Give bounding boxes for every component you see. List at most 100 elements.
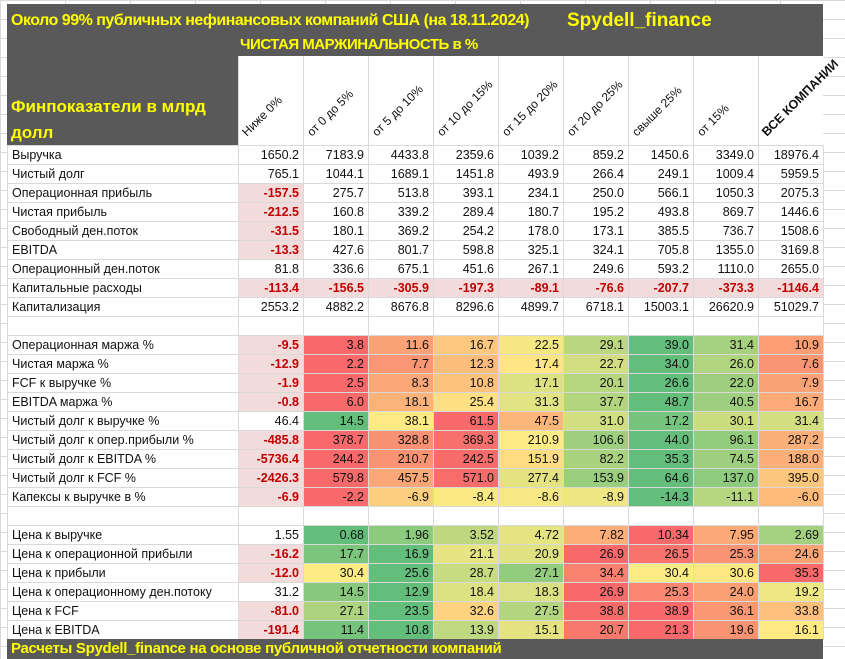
value-cell: 30.4 xyxy=(628,563,694,583)
row-label: Чистый долг к опер.прибыли % xyxy=(7,430,239,450)
value-cell: -373.3 xyxy=(693,278,759,298)
table-row: Цена к FCF -81.0 27.1 23.5 32.6 27.5 38.8 38.9 3… xyxy=(7,601,824,621)
row-label: Цена к EBITDA xyxy=(7,620,239,640)
value-cell: 8296.6 xyxy=(433,297,499,317)
value-cell: 869.7 xyxy=(693,202,759,222)
row-label-header-text: Финпоказатели в млрд долл xyxy=(11,97,206,142)
column-header: ВСЕ КОМПАНИИ xyxy=(758,56,841,145)
column-header-label: свыше 25% xyxy=(629,83,685,139)
value-cell: -12.9 xyxy=(238,354,304,374)
row-label: Чистая маржа % xyxy=(7,354,239,374)
value-cell: 178.0 xyxy=(498,221,564,241)
value-cell: 31.2 xyxy=(238,582,304,602)
value-cell: 39.0 xyxy=(628,335,694,355)
row-label: FCF к выручке % xyxy=(7,373,239,393)
value-cell: 47.5 xyxy=(498,411,564,431)
value-cell: 765.1 xyxy=(238,164,304,184)
value-cell: 1.55 xyxy=(238,525,304,545)
value-cell: 180.1 xyxy=(303,221,369,241)
spacer-cell xyxy=(563,506,629,526)
value-cell: 188.0 xyxy=(758,449,824,469)
value-cell: -13.3 xyxy=(238,240,304,260)
value-cell: 571.0 xyxy=(433,468,499,488)
row-label: Операционная маржа % xyxy=(7,335,239,355)
row-label: Операционный ден.поток xyxy=(7,259,239,279)
table-row: Капексы к выручке в % -6.9 -2.2 -6.9 -8.4 -8.… xyxy=(7,487,824,507)
value-cell: 36.1 xyxy=(693,601,759,621)
value-cell: 82.2 xyxy=(563,449,629,469)
value-cell: 30.1 xyxy=(693,411,759,431)
value-cell: 18.1 xyxy=(368,392,434,412)
value-cell: 7.95 xyxy=(693,525,759,545)
value-cell: 38.9 xyxy=(628,601,694,621)
value-cell: 0.68 xyxy=(303,525,369,545)
value-cell: 8676.8 xyxy=(368,297,434,317)
value-cell: -191.4 xyxy=(238,620,304,640)
value-cell: 493.9 xyxy=(498,164,564,184)
value-cell: 513.8 xyxy=(368,183,434,203)
value-cell: 675.1 xyxy=(368,259,434,279)
spacer-cell xyxy=(433,506,499,526)
row-label: Капексы к выручке в % xyxy=(7,487,239,507)
value-cell: 29.1 xyxy=(563,335,629,355)
spacer-cell xyxy=(693,316,759,336)
value-cell: 14.5 xyxy=(303,582,369,602)
column-header-label: Ниже 0% xyxy=(239,93,285,139)
value-cell: 325.1 xyxy=(498,240,564,260)
value-cell: 96.1 xyxy=(693,430,759,450)
value-cell: -16.2 xyxy=(238,544,304,564)
value-cell: 21.3 xyxy=(628,620,694,640)
value-cell: -2426.3 xyxy=(238,468,304,488)
row-label: Цена к прибыли xyxy=(7,563,239,583)
value-cell: 1689.1 xyxy=(368,164,434,184)
value-cell: 457.5 xyxy=(368,468,434,488)
value-cell: 8.3 xyxy=(368,373,434,393)
value-cell: 1044.1 xyxy=(303,164,369,184)
value-cell: 289.4 xyxy=(433,202,499,222)
page-title: Около 99% публичных нефинансовых компани… xyxy=(11,12,529,29)
value-cell: -1146.4 xyxy=(758,278,824,298)
table-row: Выручка 1650.2 7183.9 4433.8 2359.6 1039.2 859… xyxy=(7,145,824,165)
value-cell: 17.4 xyxy=(498,354,564,374)
value-cell: 24.0 xyxy=(693,582,759,602)
value-cell: 40.5 xyxy=(693,392,759,412)
spacer-cell xyxy=(498,506,564,526)
value-cell: 38.1 xyxy=(368,411,434,431)
value-cell: 16.7 xyxy=(433,335,499,355)
value-cell: 2.69 xyxy=(758,525,824,545)
row-label: Цена к выручке xyxy=(7,525,239,545)
value-cell: 1451.8 xyxy=(433,164,499,184)
row-label: Чистая прибыль xyxy=(7,202,239,222)
value-cell: 18.3 xyxy=(498,582,564,602)
value-cell: 26.6 xyxy=(628,373,694,393)
value-cell: -157.5 xyxy=(238,183,304,203)
value-cell: 25.6 xyxy=(368,563,434,583)
footer-note: Расчеты Spydell_finance на основе публич… xyxy=(11,640,502,657)
value-cell: 44.0 xyxy=(628,430,694,450)
value-cell: 393.1 xyxy=(433,183,499,203)
row-label: Чистый долг к FCF % xyxy=(7,468,239,488)
column-header-label: от 10 до 15% xyxy=(434,77,496,139)
value-cell: -113.4 xyxy=(238,278,304,298)
value-cell: 859.2 xyxy=(563,145,629,165)
row-label: Капитализация xyxy=(7,297,239,317)
value-cell: 17.7 xyxy=(303,544,369,564)
value-cell: 10.8 xyxy=(433,373,499,393)
value-cell: 22.0 xyxy=(693,373,759,393)
value-cell: 14.5 xyxy=(303,411,369,431)
spacer-cell xyxy=(758,316,824,336)
value-cell: 339.2 xyxy=(368,202,434,222)
value-cell: 26.0 xyxy=(693,354,759,374)
value-cell: 137.0 xyxy=(693,468,759,488)
value-cell: 22.7 xyxy=(563,354,629,374)
value-cell: 395.0 xyxy=(758,468,824,488)
value-cell: 18.4 xyxy=(433,582,499,602)
value-cell: 31.0 xyxy=(563,411,629,431)
spacer-cell xyxy=(7,506,239,526)
value-cell: 6.0 xyxy=(303,392,369,412)
value-cell: 20.9 xyxy=(498,544,564,564)
row-label: Капитальные расходы xyxy=(7,278,239,298)
value-cell: 27.5 xyxy=(498,601,564,621)
row-label: Чистый долг к выручке % xyxy=(7,411,239,431)
spacer-cell xyxy=(498,316,564,336)
